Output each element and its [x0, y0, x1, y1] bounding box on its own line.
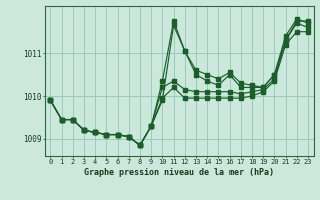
X-axis label: Graphe pression niveau de la mer (hPa): Graphe pression niveau de la mer (hPa): [84, 168, 274, 177]
